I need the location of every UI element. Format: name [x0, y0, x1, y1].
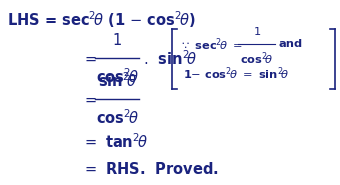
- Text: sin$^2\!\theta$: sin$^2\!\theta$: [98, 71, 137, 90]
- Text: $=$: $=$: [82, 51, 97, 66]
- Text: $=$ tan$^2\!\theta$: $=$ tan$^2\!\theta$: [82, 132, 147, 151]
- Text: $.\,$ sin$^2\!\theta$: $.\,$ sin$^2\!\theta$: [143, 49, 197, 68]
- Text: $=$ RHS.  Proved.: $=$ RHS. Proved.: [82, 161, 218, 177]
- Text: cos$^2\!\theta$: cos$^2\!\theta$: [96, 108, 139, 127]
- Text: LHS = sec$^2\!\theta$ (1 $-$ cos$^2\!\theta$): LHS = sec$^2\!\theta$ (1 $-$ cos$^2\!\th…: [7, 9, 195, 30]
- Text: cos$^2\!\theta$: cos$^2\!\theta$: [240, 50, 274, 67]
- Text: $=$: $=$: [82, 91, 97, 107]
- Text: $1$: $1$: [112, 32, 122, 48]
- Text: $1$: $1$: [253, 25, 261, 36]
- Text: and: and: [278, 39, 302, 49]
- Text: cos$^2\!\theta$: cos$^2\!\theta$: [96, 67, 139, 86]
- Text: $\because$ sec$^2\!\theta$ $=$: $\because$ sec$^2\!\theta$ $=$: [179, 36, 243, 53]
- Text: 1$-$ cos$^2\!\theta$ $=$ sin$^2\!\theta$: 1$-$ cos$^2\!\theta$ $=$ sin$^2\!\theta$: [183, 66, 289, 82]
